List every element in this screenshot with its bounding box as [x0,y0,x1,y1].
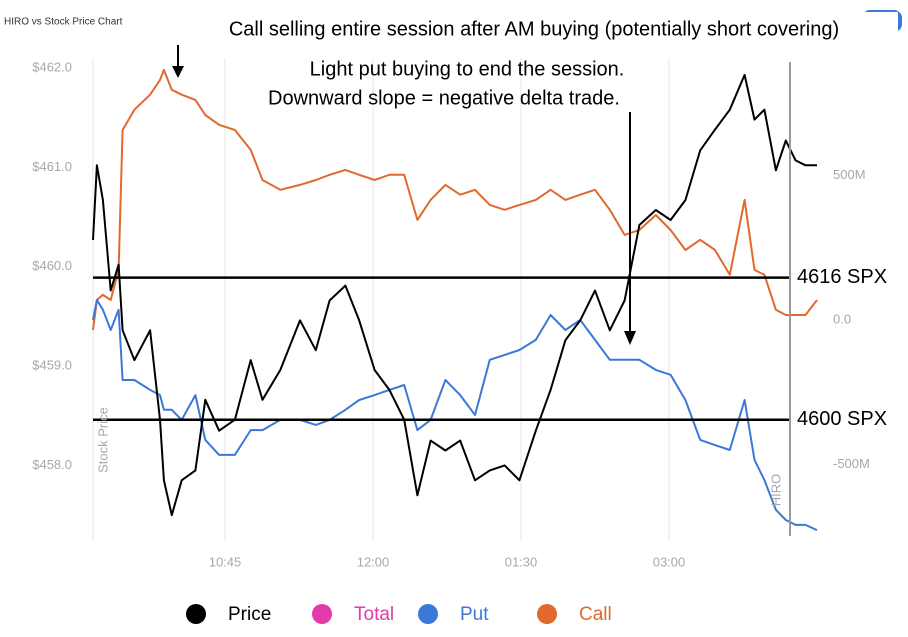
x-tick-label: 10:45 [209,554,242,569]
x-tick-label: 01:30 [505,554,538,569]
reference-label: 4616 SPX [797,266,887,288]
plot-area: 10:45 12:00 01:30 03:00 $458.0 $459.0 $460.0 $4… [32,58,887,569]
annotation: Downward slope = negative delta trade. [268,87,620,109]
y2-tick-label: -500M [833,456,870,471]
legend-label: Call [579,604,612,625]
arrow-head [172,66,184,78]
y-tick-label: $461.0 [32,159,72,174]
series-line [92,73,817,517]
y-tick-label: $458.0 [32,457,72,472]
annotation-bg [168,12,898,48]
legend-label: Put [460,604,489,625]
legend-swatch [418,604,438,624]
y-tick-label: $462.0 [32,59,72,74]
legend-label: Price [228,604,271,625]
arrow-head [624,331,636,345]
legend-swatch [186,604,206,624]
y2-axis-label: HIRO [768,474,783,507]
y-tick-label: $459.0 [32,358,72,373]
x-tick-label: 03:00 [653,554,686,569]
legend-swatch [537,604,557,624]
legend-label: Total [354,604,394,625]
x-tick-label: 12:00 [357,554,390,569]
y2-tick-label: 500M [833,167,866,182]
annotation: Call selling entire session after AM buy… [229,18,839,40]
series-line [92,68,818,331]
legend-swatch [312,604,332,624]
legend: Price Total Put Call [186,604,612,625]
y-axis-label: Stock Price [95,407,110,473]
annotation: Light put buying to end the session. [310,58,625,80]
reference-label: 4600 SPX [797,408,887,430]
y-tick-label: $460.0 [32,258,72,273]
series-line [92,299,818,532]
y2-tick-label: 0.0 [833,311,851,326]
chart-title: HIRO vs Stock Price Chart [4,17,123,28]
